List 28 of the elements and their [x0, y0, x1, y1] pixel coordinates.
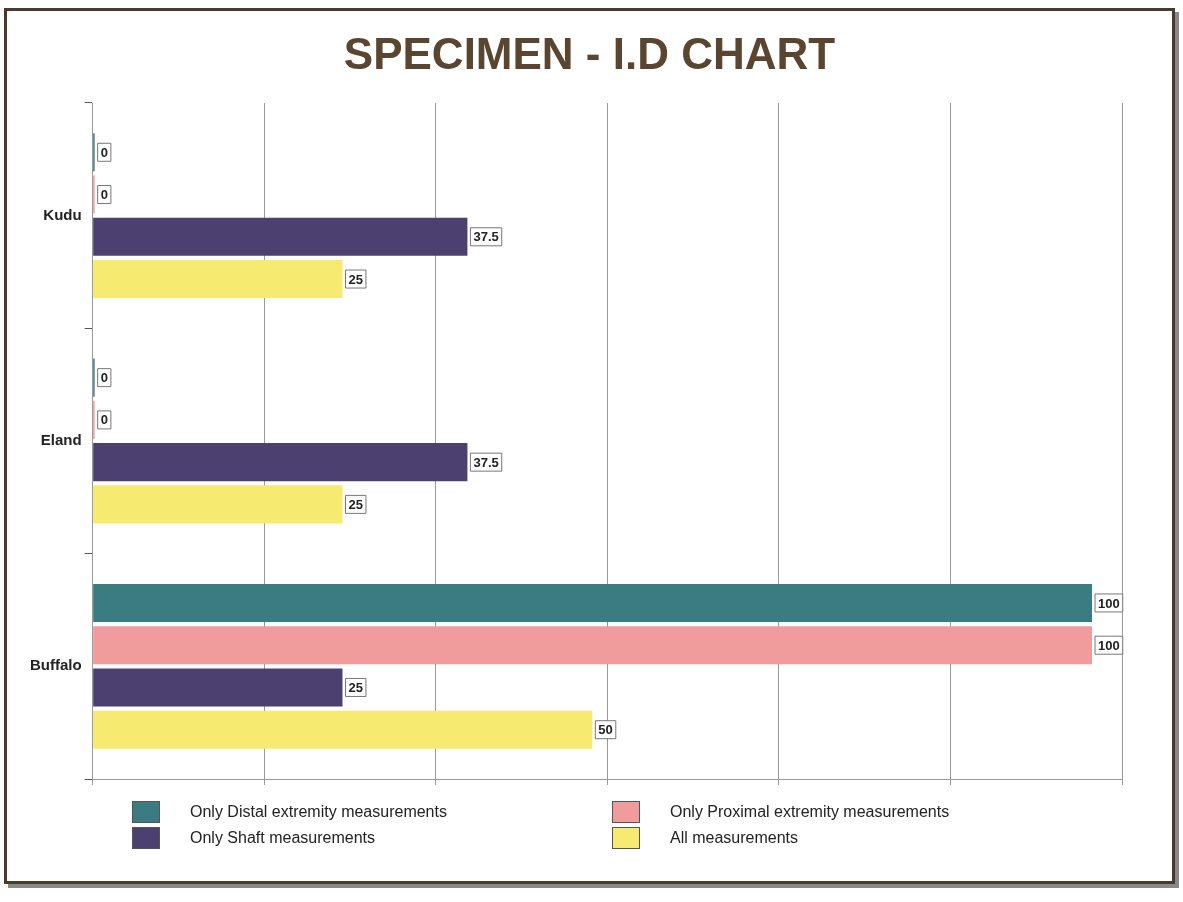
- data-label: 37.5: [473, 454, 499, 470]
- data-label: 100: [1098, 637, 1120, 653]
- legend-label: Only Distal extremity measurements: [190, 803, 447, 821]
- data-label: 0: [100, 370, 108, 386]
- data-label: 0: [100, 144, 108, 160]
- legend-label: All measurements: [670, 829, 799, 847]
- legend-label: Only Shaft measurements: [190, 829, 375, 847]
- data-label: 0: [100, 412, 108, 428]
- y-tick-label: Kudu: [43, 205, 82, 223]
- bar: [93, 710, 593, 749]
- data-label: 100: [1098, 595, 1120, 611]
- bar: [93, 443, 468, 482]
- data-label: 0: [100, 187, 108, 203]
- chart-title: SPECIMEN - I.D CHART: [342, 29, 837, 79]
- y-tick-label: Buffalo: [29, 656, 82, 674]
- data-label: 25: [348, 496, 363, 512]
- bar: [93, 668, 343, 707]
- data-label: 25: [348, 680, 363, 696]
- bar: [93, 626, 1093, 665]
- y-tick-label: Eland: [40, 431, 82, 449]
- data-label: 25: [348, 271, 363, 287]
- bar: [93, 260, 343, 299]
- legend-label: Only Proximal extremity measurements: [670, 803, 950, 821]
- bar: [93, 217, 468, 256]
- bar: [93, 583, 1093, 622]
- data-label: 37.5: [473, 229, 499, 245]
- data-label: 50: [598, 722, 613, 738]
- bar: [93, 485, 343, 524]
